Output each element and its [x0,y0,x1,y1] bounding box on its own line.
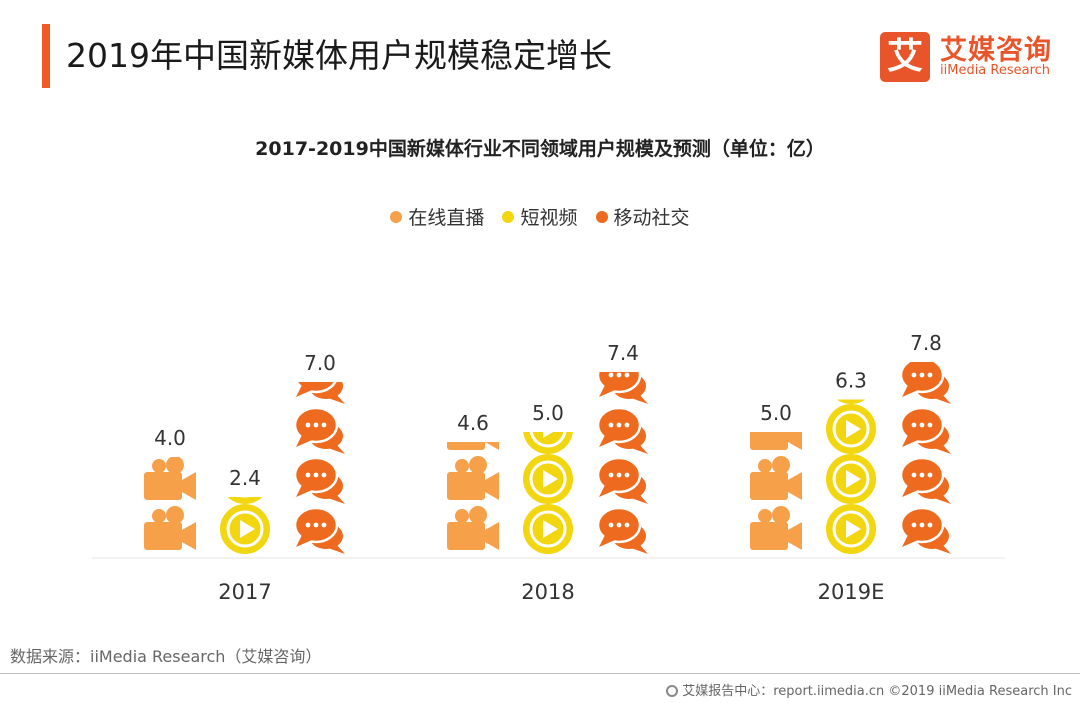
data-label: 7.4 [607,341,639,365]
x-tick-label: 2019E [818,580,885,604]
logo-chinese-name: 艾媒咨询 [940,35,1052,66]
logo-english-name: iiMedia Research [940,63,1051,78]
chat-icon [899,506,951,554]
footer-divider [0,673,1080,674]
camera-icon [144,506,196,550]
chat-icon [596,506,648,554]
data-label: 5.0 [532,401,564,425]
play-icon [826,404,876,454]
data-label: 2.4 [229,466,261,490]
data-label: 6.3 [835,369,867,393]
page-title: 2019年中国新媒体用户规模稳定增长 [66,36,612,75]
play-icon [836,399,866,404]
bar-camera-2019E [750,432,802,550]
bar-camera-2018 [447,442,499,550]
chat-icon [293,456,345,504]
camera-icon [750,506,802,550]
chat-icon [293,506,345,554]
globe-icon [666,684,679,697]
chat-icon [596,372,648,404]
camera-icon [447,456,499,500]
camera-icon [447,506,499,550]
bar-camera-2017 [144,457,196,550]
footer-text: 艾媒报告中心：report.iimedia.cn ©2019 iiMedia R… [682,684,1072,699]
legend-live-marker [390,210,403,223]
chat-icon [295,382,345,404]
bar-play-2019E [826,399,876,554]
data-source: 数据来源：iiMedia Research（艾媒咨询） [10,647,322,666]
legend-video-marker [502,210,515,223]
chat-icon [899,456,951,504]
legend-item-video: 短视频 [502,203,578,230]
camera-icon [144,457,196,500]
chart-title: 2017-2019中国新媒体行业不同领域用户规模及预测（单位：亿） [255,138,825,160]
x-tick-label: 2017 [218,580,271,604]
data-label: 5.0 [760,401,792,425]
legend-social-marker [595,210,608,223]
play-icon [227,497,263,504]
play-icon [523,504,573,554]
camera-icon [447,442,499,450]
play-icon [826,504,876,554]
camera-icon [750,432,802,450]
legend-item-live: 在线直播 [390,203,484,230]
chat-icon [293,406,345,454]
chat-icon [899,362,951,404]
footer: 艾媒报告中心：report.iimedia.cn ©2019 iiMedia R… [666,680,1072,699]
iimedia-logo: 艾 艾媒咨询 iiMedia Research [880,26,1070,86]
title-accent-bar [42,24,50,88]
legend-social-label: 移动社交 [613,207,690,229]
chat-icon [899,406,951,454]
bar-chat-2017 [293,382,345,554]
legend-live-label: 在线直播 [408,207,485,229]
bar-chat-2019E [899,362,951,554]
data-label: 7.8 [910,331,942,355]
chart-legend: 在线直播 短视频 移动社交 [0,203,1080,230]
data-label: 7.0 [304,351,336,375]
data-label: 4.0 [154,426,186,450]
play-icon [523,454,573,504]
play-icon [523,432,573,454]
bar-chat-2018 [596,372,648,554]
play-icon [826,454,876,504]
chat-icon [596,456,648,504]
camera-icon [750,456,802,500]
bar-play-2018 [523,432,573,554]
data-label: 4.6 [457,411,489,435]
play-icon [220,504,270,554]
bar-play-2017 [220,497,270,554]
legend-item-social: 移动社交 [595,203,690,230]
chat-icon [596,406,648,454]
x-tick-label: 2018 [521,580,574,604]
legend-video-label: 短视频 [520,207,578,229]
logo-mark: 艾 [880,32,930,82]
